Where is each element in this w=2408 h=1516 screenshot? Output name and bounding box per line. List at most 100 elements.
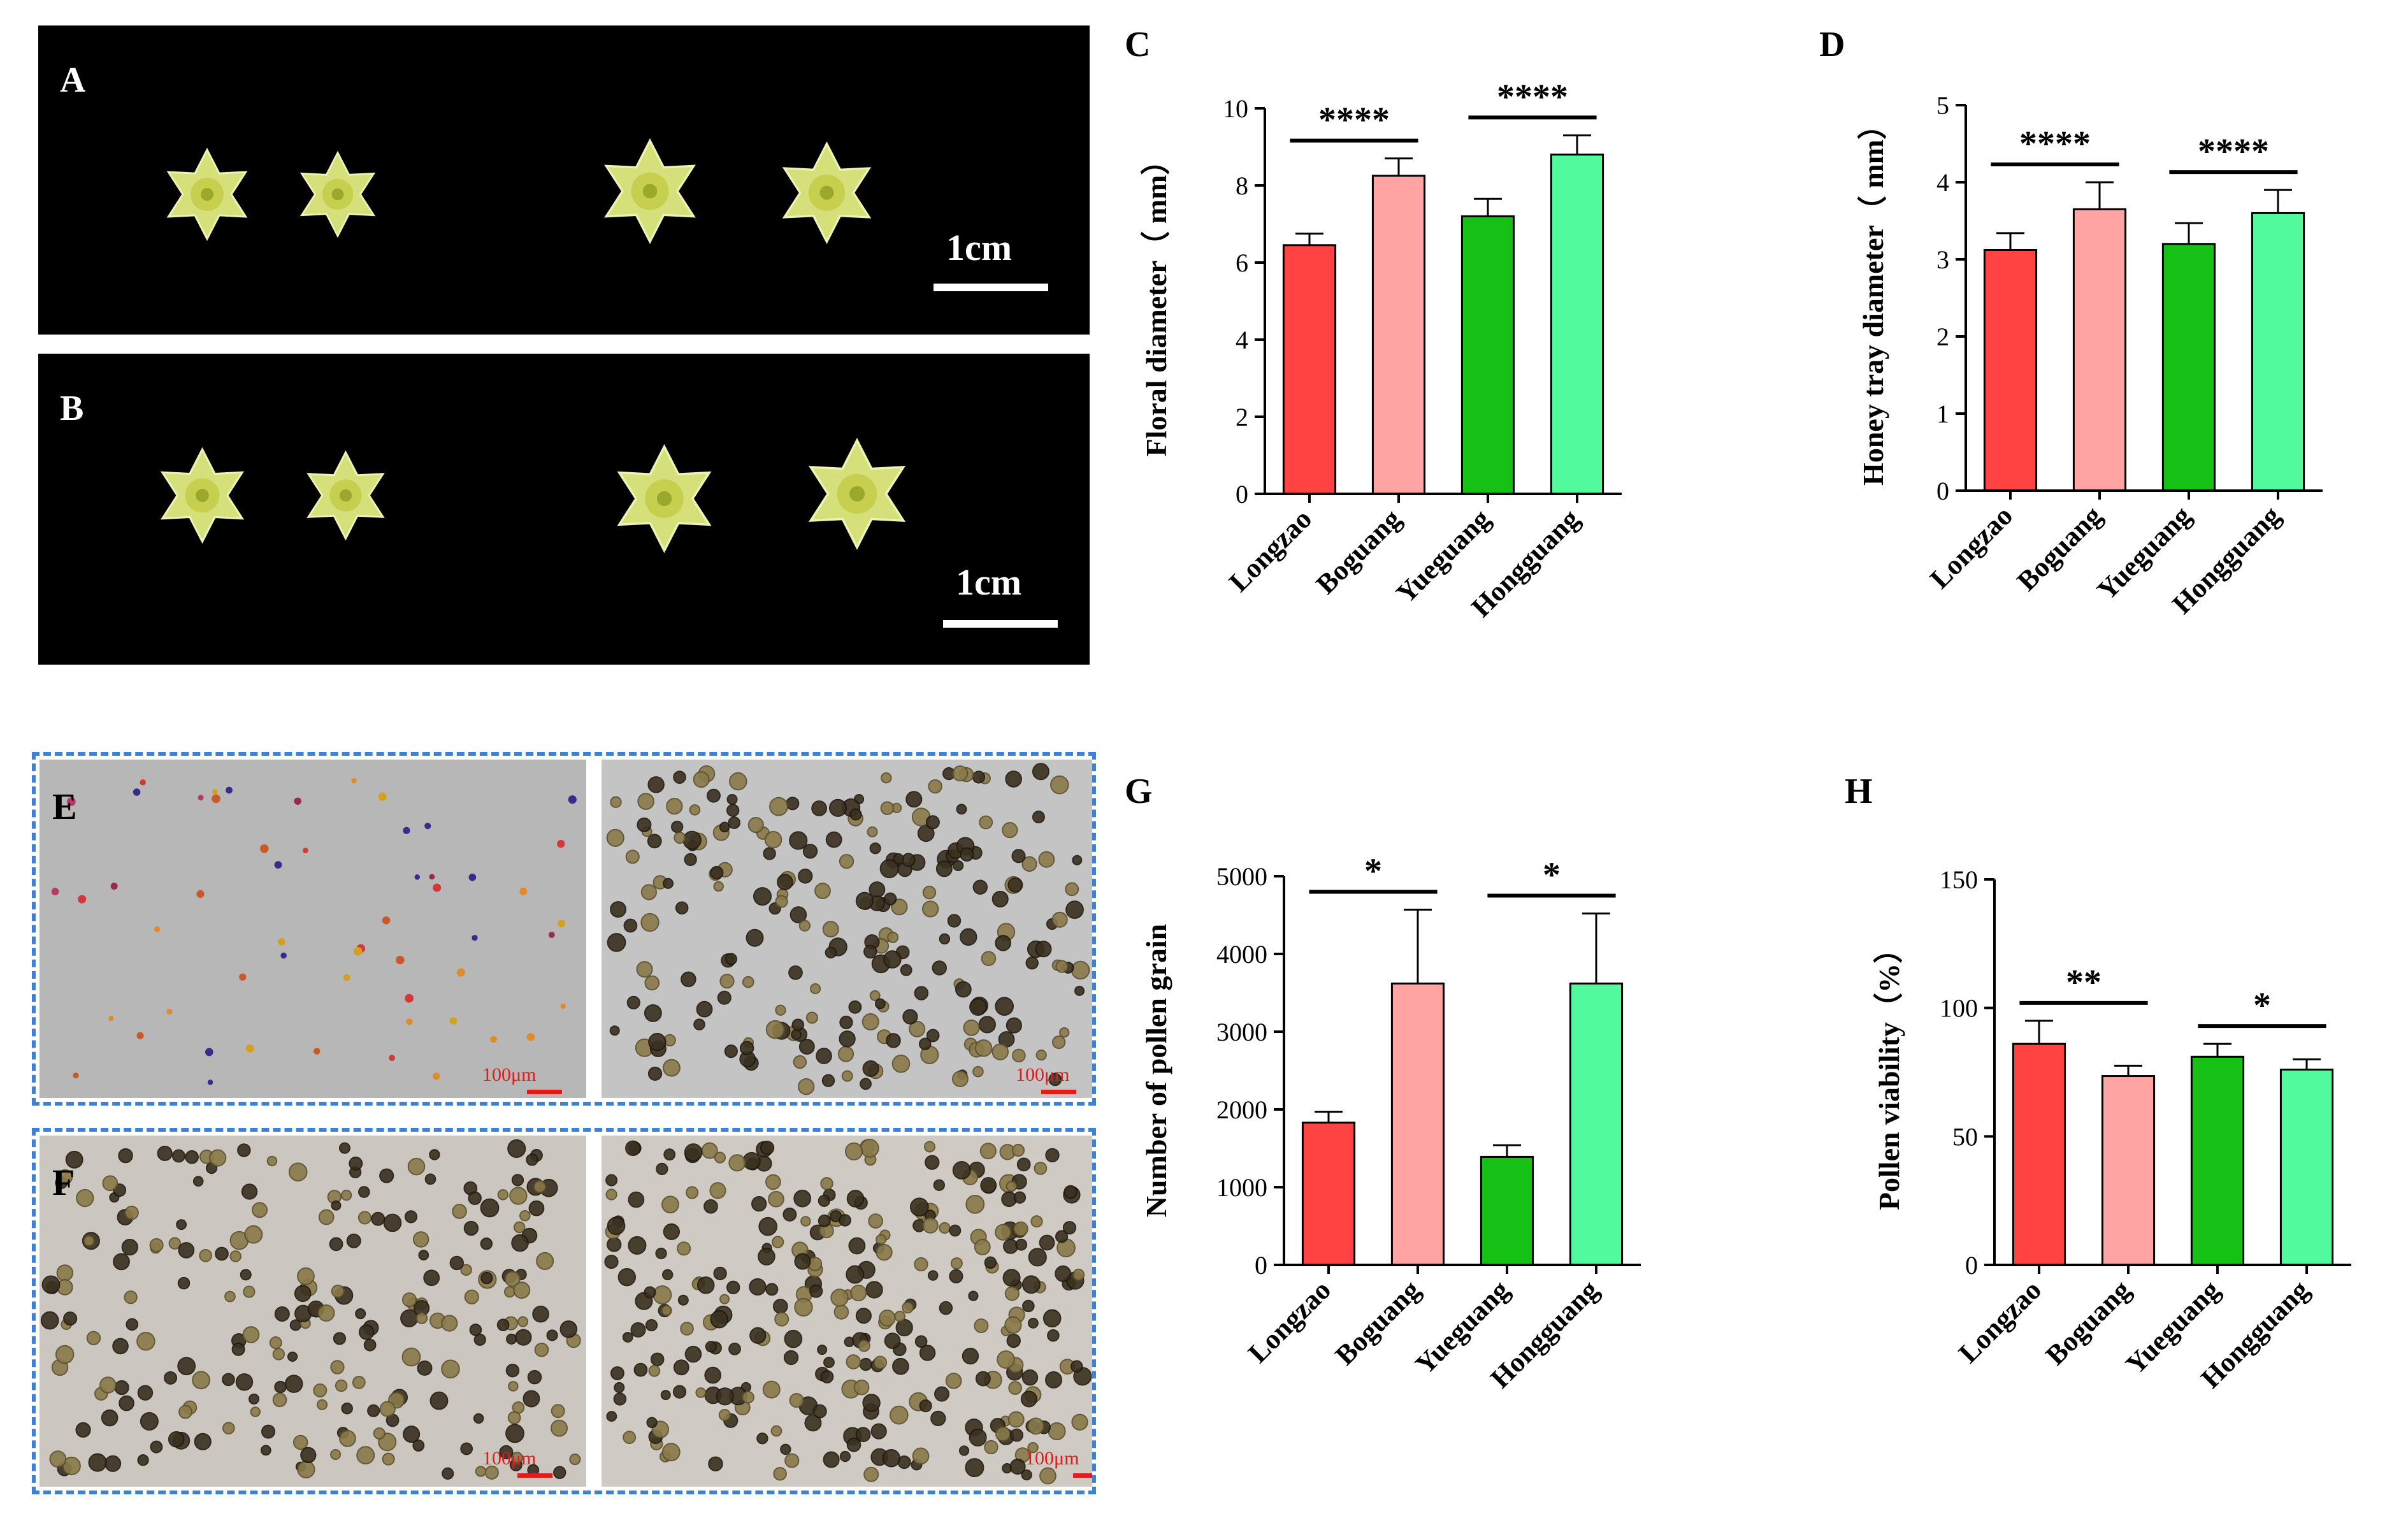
scale-bar-e-right <box>1041 1090 1076 1094</box>
y-tick-label: 50 <box>1952 1122 1978 1151</box>
flower-b3 <box>617 444 712 554</box>
y-axis-title: Pollen viability（%） <box>1873 934 1905 1210</box>
axes <box>1283 876 1641 1266</box>
micrograph-e-right: 100μm <box>602 760 1092 1098</box>
flower-a4 <box>782 141 872 245</box>
bar-hongguang <box>1550 154 1604 495</box>
bar-longzao <box>1282 244 1337 495</box>
panel-letter-f: F <box>52 1162 75 1203</box>
micrograph-group-e: E 100μm 100μm <box>32 752 1096 1106</box>
significance-label: * <box>2253 986 2271 1025</box>
significance-label: **** <box>1497 77 1568 117</box>
error-bar-longzao <box>1996 232 2024 250</box>
y-tick-label: 1 <box>1936 400 1949 428</box>
panel-letter-h: H <box>1845 772 1873 811</box>
y-tick-label: 0 <box>1965 1251 1978 1280</box>
y-tick-label: 4 <box>1936 168 1949 197</box>
error-bar-hongguang <box>2264 189 2292 213</box>
y-tick-label: 5000 <box>1216 862 1267 891</box>
panel-letter-c: C <box>1125 25 1151 64</box>
y-tick-label: 3000 <box>1216 1018 1267 1046</box>
error-bar-boguang <box>2114 1064 2142 1076</box>
panel-letter-b: B <box>60 389 84 428</box>
y-tick-label: 2000 <box>1216 1095 1267 1124</box>
error-bar-boguang <box>1404 908 1432 984</box>
y-tick-label: 6 <box>1236 249 1248 277</box>
scale-label-f-right: 100μm <box>1025 1448 1079 1469</box>
error-bar-hongguang <box>1582 913 1610 984</box>
bar-yueguang <box>1480 1155 1534 1266</box>
scale-bar-f-left <box>517 1473 552 1478</box>
pollen-dots-e-right <box>606 763 1090 1095</box>
panel-letter-a: A <box>60 61 86 100</box>
y-tick-label: 2 <box>1936 322 1949 351</box>
pollen-dots-e-left <box>51 777 577 1085</box>
y-axis-title: Number of pollen grain <box>1140 924 1172 1217</box>
flower-a2 <box>299 150 376 238</box>
micrograph-e-left: E 100μm <box>40 760 586 1098</box>
error-bar-boguang <box>2086 181 2114 210</box>
pollen-dots-f-right <box>604 1138 1092 1485</box>
significance-label: **** <box>2198 132 2269 171</box>
scale-bar-b <box>943 620 1058 628</box>
error-bar-longzao <box>1295 233 1323 245</box>
error-bar-longzao <box>2025 1020 2053 1044</box>
scale-label-e-left: 100μm <box>482 1064 537 1085</box>
y-tick-label: 4000 <box>1216 940 1267 969</box>
micrograph-f-right: 100μm <box>602 1136 1092 1487</box>
y-tick-label: 0 <box>1255 1251 1267 1280</box>
bar-boguang <box>2101 1075 2156 1266</box>
flower-a3 <box>604 138 696 245</box>
bar-boguang <box>1390 982 1445 1266</box>
significance-label: * <box>1543 856 1561 895</box>
y-tick-label: 2 <box>1236 403 1248 431</box>
bar-boguang <box>2072 208 2127 492</box>
flower-b4 <box>808 438 906 550</box>
error-bar-yueguang <box>1474 198 1502 217</box>
panel-letter-g: G <box>1125 772 1153 811</box>
bar-longzao <box>2012 1043 2066 1266</box>
scale-label-e-right: 100μm <box>1016 1064 1070 1085</box>
significance-label: * <box>1364 851 1382 891</box>
axes <box>1264 108 1622 495</box>
y-tick-label: 4 <box>1236 326 1248 354</box>
significance-label: **** <box>1318 101 1390 140</box>
axes <box>1965 105 2323 492</box>
error-bar-yueguang <box>2203 1043 2231 1057</box>
error-bar-longzao <box>1315 1111 1343 1123</box>
scale-label-f-left: 100μm <box>482 1448 537 1469</box>
micrograph-group-f: F 100μm 100μm <box>32 1128 1096 1494</box>
photo-panel-a: A 1cm <box>38 25 1090 335</box>
x-tick-label: Longzao <box>1952 1274 2047 1369</box>
scale-label-a: 1cm <box>946 227 1013 268</box>
significance-label: **** <box>2019 124 2091 164</box>
micrograph-f-left: F 100μm <box>40 1136 586 1487</box>
y-axis-title: Floral diameter（ mm） <box>1140 146 1172 457</box>
y-tick-label: 5 <box>1936 91 1949 120</box>
y-tick-label: 8 <box>1236 171 1248 200</box>
error-bar-hongguang <box>2293 1058 2321 1070</box>
error-bar-hongguang <box>1563 134 1591 155</box>
bar-hongguang <box>2279 1068 2334 1266</box>
axes <box>1993 879 2351 1266</box>
scale-bar-a <box>934 284 1048 291</box>
bar-longzao <box>1301 1122 1356 1266</box>
y-tick-label: 100 <box>1940 994 1978 1023</box>
y-tick-label: 3 <box>1936 245 1949 274</box>
pollen-dots-f-left <box>40 1139 581 1480</box>
error-bar-yueguang <box>2175 222 2203 244</box>
error-bar-boguang <box>1385 157 1413 176</box>
bar-yueguang <box>2190 1055 2245 1266</box>
y-tick-label: 10 <box>1223 94 1248 123</box>
y-tick-label: 0 <box>1936 477 1949 505</box>
error-bar-yueguang <box>1493 1144 1521 1157</box>
y-tick-label: 0 <box>1236 480 1248 509</box>
scale-bar-f-right <box>1073 1473 1092 1478</box>
flower-b1 <box>160 447 245 544</box>
photo-panel-b: B 1cm <box>38 354 1090 665</box>
y-tick-label: 1000 <box>1216 1173 1267 1202</box>
scale-label-b: 1cm <box>956 561 1022 603</box>
